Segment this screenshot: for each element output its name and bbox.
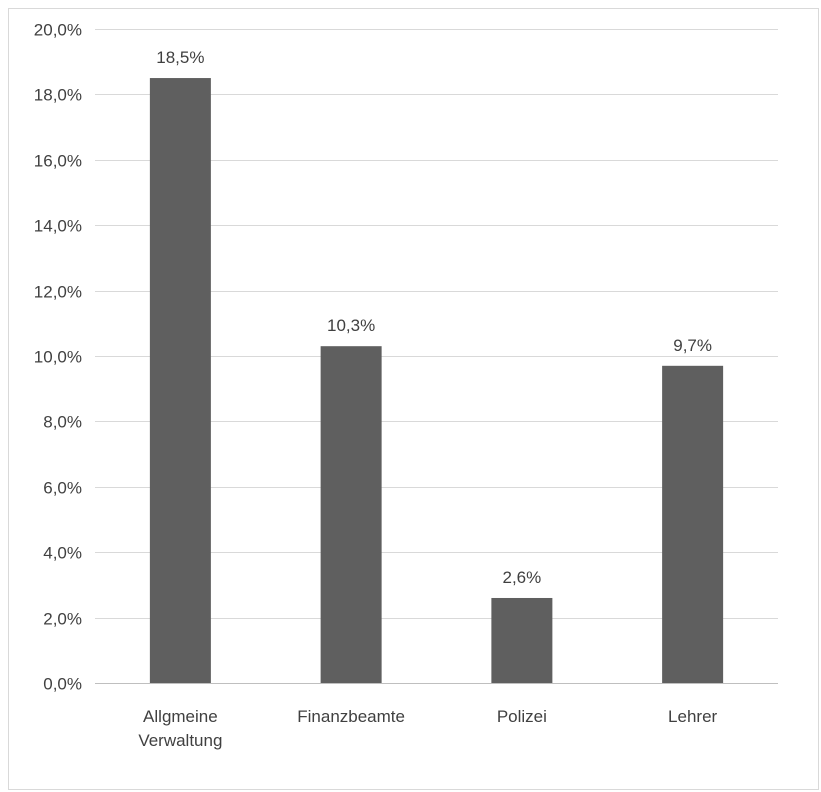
y-tick-label: 14,0% [34, 217, 82, 236]
y-tick-label: 8,0% [43, 413, 82, 432]
x-tick-label-line: Lehrer [668, 707, 717, 726]
x-tick-label-line: Polizei [497, 707, 547, 726]
x-tick-label: Allgmeine Verwaltung [138, 707, 222, 750]
bar [662, 365, 724, 683]
data-label: 9,7% [673, 336, 712, 355]
data-label: 2,6% [503, 568, 542, 587]
data-label: 18,5% [156, 48, 204, 67]
y-tick-label: 4,0% [43, 544, 82, 563]
bar [149, 78, 211, 684]
x-tick-label-line: Allgmeine [143, 707, 218, 726]
x-tick-label: Lehrer [668, 707, 717, 726]
labels: 0,0% 2,0% 4,0% 6,0% 8,0% 10,0% 12,0% 14,0% 16,0%… [34, 21, 718, 751]
x-tick-label-line: Verwaltung [138, 731, 222, 750]
y-tick-label: 2,0% [43, 610, 82, 629]
x-tick-label: Polizei [497, 707, 547, 726]
bars [149, 78, 724, 684]
y-tick-label: 16,0% [34, 152, 82, 171]
y-tick-label: 6,0% [43, 479, 82, 498]
y-tick-label: 10,0% [34, 348, 82, 367]
y-tick-label: 20,0% [34, 21, 82, 40]
y-tick-label: 12,0% [34, 283, 82, 302]
bar [491, 597, 553, 683]
y-tick-label: 0,0% [43, 675, 82, 694]
data-label: 10,3% [327, 316, 375, 335]
x-tick-label: Finanzbeamte [297, 707, 405, 726]
y-tick-label: 18,0% [34, 86, 82, 105]
bar [320, 346, 382, 683]
x-tick-label-line: Finanzbeamte [297, 707, 405, 726]
